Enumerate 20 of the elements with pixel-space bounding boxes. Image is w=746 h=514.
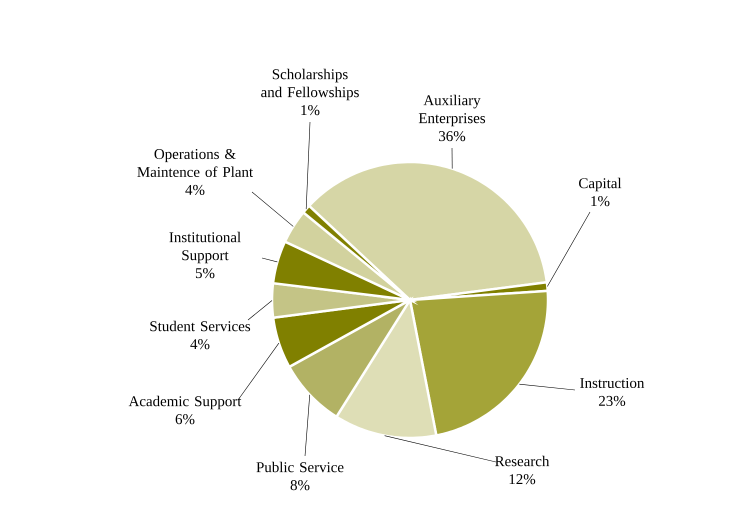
slice-label: Student Services (150, 320, 250, 332)
slice-label: Instruction (580, 378, 644, 388)
data-label: 12% (510, 474, 536, 484)
slice-label: Auxiliary Enterprises (418, 94, 486, 126)
slice-label: Public Service (256, 462, 344, 472)
slice-label: Institutional Support (169, 232, 241, 264)
data-label: 4% (185, 184, 204, 195)
slice-label: Scholarships and Fellowships (261, 68, 359, 100)
slice-label: Research (495, 456, 550, 466)
slice-label: Operations & Maintence of Plant (137, 148, 254, 178)
slice-label: Capital (579, 178, 622, 192)
data-label: 1% (591, 196, 610, 206)
data-label: 1% (301, 105, 320, 116)
data-label: 36% (439, 131, 466, 142)
data-label: 4% (190, 339, 210, 350)
slice-label: Academic Support (128, 396, 242, 410)
data-label: 6% (176, 414, 194, 424)
data-label: 5% (196, 268, 214, 278)
data-label: 23% (598, 396, 626, 406)
data-label: 8% (290, 480, 310, 490)
